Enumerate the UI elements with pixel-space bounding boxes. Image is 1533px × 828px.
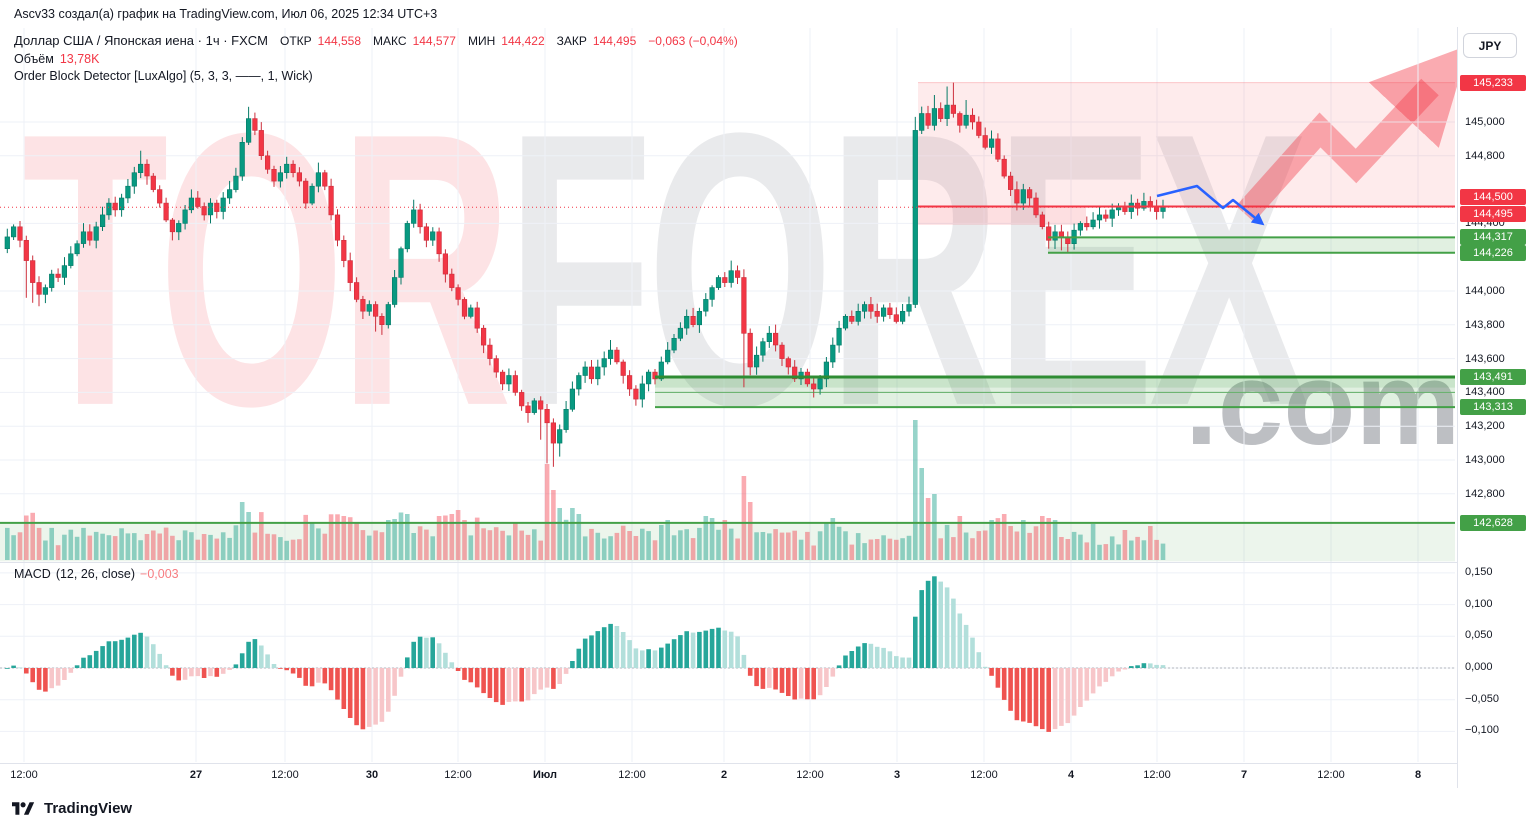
- symbol-title[interactable]: Доллар США / Японская иена · 1ч · FXCM: [14, 33, 268, 48]
- projection-arrow: [1156, 184, 1265, 226]
- attribution-text: Ascv33 создал(а) график на TradingView.c…: [14, 6, 438, 21]
- volume-legend: Объём 13,78K: [14, 52, 99, 66]
- time-label: 12:00: [796, 769, 824, 781]
- price-chart-pane[interactable]: [0, 28, 1457, 563]
- open-label: ОТКР: [279, 34, 312, 48]
- macd-tick-label: −0,050: [1465, 693, 1499, 705]
- time-label: 12:00: [970, 769, 998, 781]
- price-axis[interactable]: 145,000 144,800 144,400 144,000 143,800 143,6…: [1457, 27, 1533, 788]
- price-tick-label: 143,800: [1465, 319, 1505, 331]
- macd-pane[interactable]: [0, 563, 1457, 762]
- close-label: ЗАКР: [556, 34, 587, 48]
- low-label: МИН: [467, 34, 496, 48]
- close-value: 144,495: [592, 34, 637, 48]
- macd-value: −0,003: [140, 567, 179, 581]
- macd-params: (12, 26, close): [55, 567, 136, 581]
- volume-value: 13,78K: [59, 52, 100, 66]
- change-value: −0,063 (−0,04%): [648, 34, 738, 48]
- macd-tick-label: 0,150: [1465, 566, 1493, 578]
- indicator-legend[interactable]: Order Block Detector [LuxAlgo] (5, 3, 3,…: [14, 69, 313, 83]
- price-tick-label: 145,000: [1465, 116, 1505, 128]
- time-label: 27: [189, 769, 203, 781]
- time-axis[interactable]: 12:00 27 12:00 30 12:00 Июл 12:00 2 12:00 3 12:00 4…: [0, 763, 1533, 788]
- symbol-legend: Доллар США / Японская иена · 1ч · FXCM О…: [14, 33, 738, 48]
- price-level-badge: 144,317: [1460, 229, 1526, 245]
- time-label: 12:00: [10, 769, 38, 781]
- open-value: 144,558: [317, 34, 362, 48]
- macd-title[interactable]: MACD: [14, 567, 51, 581]
- high-value: 144,577: [412, 34, 456, 48]
- price-level-badge: 143,313: [1460, 399, 1526, 415]
- macd-tick-label: 0,050: [1465, 629, 1493, 641]
- volume-label[interactable]: Объём: [14, 52, 54, 66]
- time-label: 4: [1067, 769, 1075, 781]
- macd-legend: MACD (12, 26, close) −0,003: [14, 567, 179, 581]
- price-tick-label: 142,800: [1465, 488, 1505, 500]
- time-label: Июл: [532, 769, 558, 781]
- macd-tick-label: 0,000: [1465, 661, 1493, 673]
- time-label: 3: [893, 769, 901, 781]
- price-level-badge: 144,226: [1460, 245, 1526, 261]
- tradingview-logo[interactable]: TradingView: [12, 798, 132, 819]
- price-level-badge: 144,500: [1460, 189, 1526, 205]
- time-label: 12:00: [618, 769, 646, 781]
- time-label: 30: [365, 769, 379, 781]
- price-tick-label: 143,000: [1465, 454, 1505, 466]
- time-label: 12:00: [444, 769, 472, 781]
- price-level-badge: 145,233: [1460, 75, 1526, 91]
- price-tick-label: 143,200: [1465, 420, 1505, 432]
- price-tick-label: 143,600: [1465, 353, 1505, 365]
- attribution-bar: Ascv33 создал(а) график на TradingView.c…: [0, 0, 1533, 27]
- time-label: 7: [1240, 769, 1248, 781]
- macd-tick-label: −0,100: [1465, 724, 1499, 736]
- low-value: 144,422: [501, 34, 545, 48]
- high-label: МАКС: [373, 34, 407, 48]
- price-tick-label: 143,400: [1465, 386, 1505, 398]
- price-tick-label: 144,800: [1465, 150, 1505, 162]
- currency-toggle-button[interactable]: JPY: [1463, 33, 1517, 58]
- time-label: 2: [720, 769, 728, 781]
- price-level-badge: 142,628: [1460, 515, 1526, 531]
- time-label: 8: [1414, 769, 1422, 781]
- time-label: 12:00: [1143, 769, 1171, 781]
- indicator-title[interactable]: Order Block Detector [LuxAlgo] (5, 3, 3,…: [14, 69, 313, 83]
- time-label: 12:00: [271, 769, 299, 781]
- bottom-bar: TradingView: [0, 788, 1533, 828]
- pane-separator[interactable]: [0, 562, 1533, 563]
- price-level-badge: 144,495: [1460, 206, 1526, 222]
- tradingview-logo-text: TradingView: [44, 799, 133, 817]
- tradingview-logo-icon: [12, 801, 35, 815]
- time-label: 12:00: [1317, 769, 1345, 781]
- price-level-badge: 143,491: [1460, 369, 1526, 385]
- price-tick-label: 144,000: [1465, 285, 1505, 297]
- macd-tick-label: 0,100: [1465, 598, 1493, 610]
